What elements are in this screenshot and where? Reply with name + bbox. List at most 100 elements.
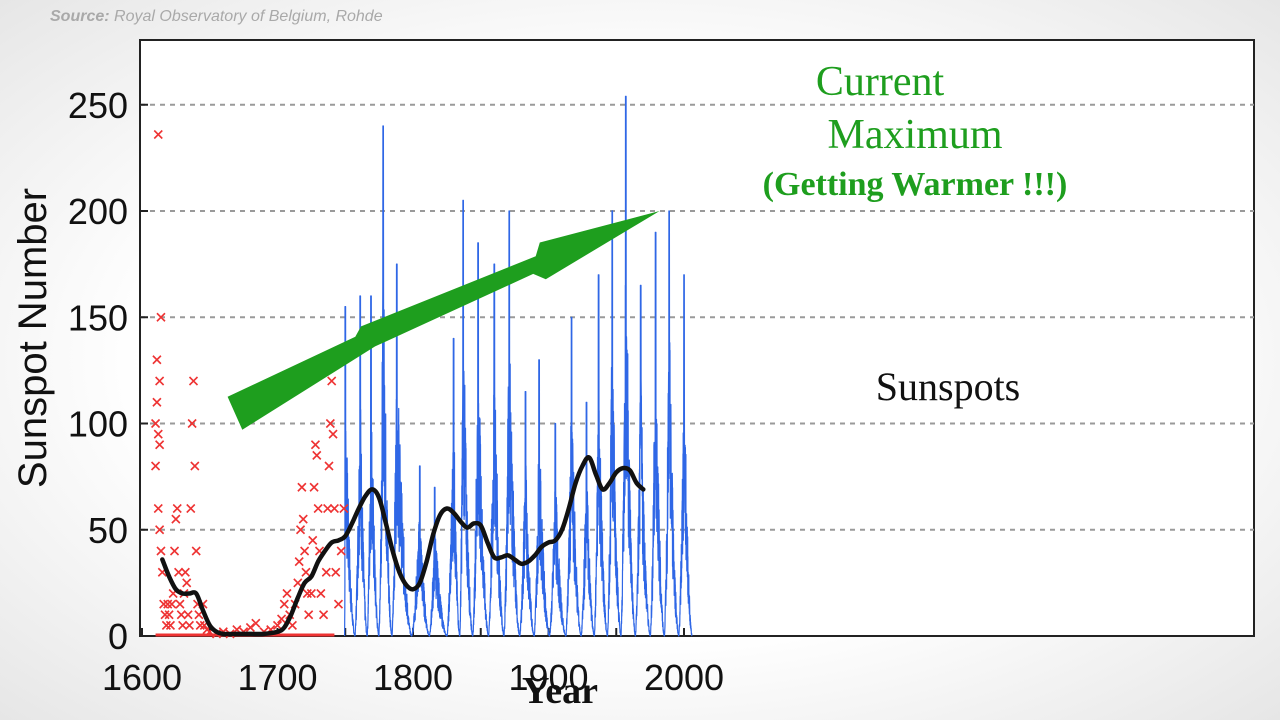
y-tick-label: 50 [88, 510, 128, 551]
data-point [325, 418, 335, 429]
data-point [339, 503, 349, 514]
data-point [316, 588, 326, 599]
y-axis-label: Sunspot Number [11, 188, 55, 488]
data-point [188, 376, 199, 386]
data-point [182, 578, 192, 588]
data-point [167, 599, 177, 609]
data-point [163, 599, 173, 609]
data-point [150, 461, 161, 471]
data-point [155, 525, 165, 535]
data-point [319, 610, 329, 620]
y-tick-label: 0 [108, 616, 128, 657]
data-point [187, 418, 197, 429]
data-point [150, 418, 161, 429]
y-tick-label: 200 [68, 191, 128, 232]
annotation-getting-warmer: (Getting Warmer !!!) [763, 166, 1068, 203]
x-tick-label: 1700 [237, 657, 317, 698]
data-point [293, 578, 303, 588]
data-point [294, 557, 304, 567]
source-prefix: Source: [50, 8, 110, 25]
data-point [171, 514, 181, 524]
monthly-sunspot-line [344, 95, 693, 637]
data-point [160, 610, 170, 620]
y-tick-label: 150 [68, 297, 128, 338]
annotation-current: Current [816, 59, 945, 105]
sunspots-label: Sunspots [876, 364, 1021, 409]
data-point [306, 588, 316, 599]
smoothed-average-series [160, 455, 646, 637]
source-note: Source: Royal Observatory of Belgium, Ro… [50, 8, 383, 26]
data-point [329, 503, 339, 514]
annotation-maximum: Maximum [828, 112, 1003, 158]
data-point [186, 503, 196, 514]
data-point [155, 440, 165, 450]
data-point [191, 546, 201, 556]
data-point [161, 620, 171, 630]
x-axis-label: Year [522, 670, 598, 712]
data-point [297, 482, 307, 492]
data-point [282, 588, 292, 599]
data-point [180, 567, 190, 577]
trend-arrow [227, 211, 660, 430]
data-point [245, 622, 255, 633]
x-tick-label: 1800 [373, 657, 453, 698]
x-tick-label: 1600 [102, 657, 182, 698]
data-point [184, 620, 194, 630]
data-point [301, 567, 311, 577]
data-point [327, 376, 337, 386]
data-point [310, 440, 321, 450]
x-tick-label: 1900 [508, 657, 588, 698]
plot-frame [139, 39, 1255, 637]
data-point [178, 620, 188, 630]
data-point [308, 535, 318, 545]
data-point [279, 599, 289, 609]
data-point [155, 376, 165, 386]
early-observations-series [150, 129, 349, 639]
data-point [175, 599, 185, 609]
data-point [304, 610, 314, 620]
data-point [309, 482, 319, 492]
data-point [176, 610, 186, 620]
data-point [300, 546, 310, 556]
y-tick-label: 100 [68, 404, 128, 445]
data-point [164, 610, 174, 620]
data-point [153, 503, 163, 514]
data-point [152, 397, 162, 407]
data-point [323, 503, 333, 514]
data-point [321, 567, 331, 577]
data-point [336, 546, 346, 556]
data-point [324, 461, 334, 471]
data-point [328, 429, 338, 439]
data-point [190, 461, 200, 471]
data-point [165, 620, 176, 630]
data-point [312, 450, 322, 460]
monthly-sunspot-series [344, 95, 693, 637]
data-point [295, 525, 306, 535]
trend-arrow-shape [227, 211, 660, 430]
data-point [153, 429, 163, 439]
axis-ticks: 0 50 100 150 200 250 1600 1700 1800 1900 2000 [68, 85, 724, 698]
data-point [302, 588, 312, 599]
data-point [169, 546, 180, 556]
data-point [195, 620, 205, 630]
x-tick-label: 2000 [644, 657, 724, 698]
data-point [172, 503, 182, 514]
data-point [156, 312, 166, 322]
smoothed-average-line [160, 455, 646, 637]
data-point [156, 546, 166, 556]
data-point [333, 599, 344, 609]
data-point [331, 567, 341, 577]
data-point [251, 618, 261, 628]
data-point [174, 567, 184, 577]
data-point [153, 129, 163, 140]
data-point [183, 610, 193, 620]
data-point [313, 503, 323, 514]
source-text: Royal Observatory of Belgium, Rohde [114, 8, 383, 25]
data-point [276, 614, 287, 624]
data-point [298, 514, 308, 524]
data-point [159, 599, 169, 609]
y-tick-label: 250 [68, 85, 128, 126]
data-point [272, 620, 283, 630]
data-point [152, 355, 162, 365]
